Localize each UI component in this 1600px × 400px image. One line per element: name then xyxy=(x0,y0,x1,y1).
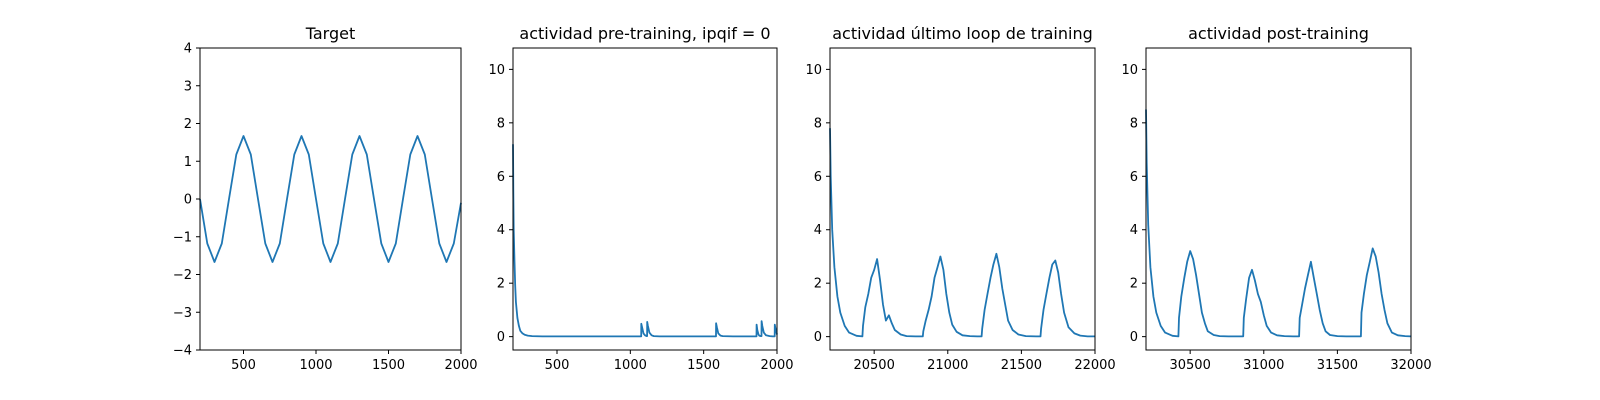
y-tick-label: 2 xyxy=(184,117,192,132)
x-tick-label: 1000 xyxy=(299,358,332,373)
x-tick-label: 2000 xyxy=(760,358,793,373)
axes-frame xyxy=(199,47,462,351)
y-tick-label: 6 xyxy=(1130,170,1138,185)
y-tick-label: 6 xyxy=(814,170,822,185)
x-tick-label: 500 xyxy=(231,358,256,373)
x-tick-label: 31500 xyxy=(1317,358,1358,373)
x-tick-label: 2000 xyxy=(444,358,477,373)
chart-title: actividad post-training xyxy=(1188,24,1369,43)
x-tick-label: 1500 xyxy=(687,358,720,373)
x-tick-label: 20500 xyxy=(853,358,894,373)
axes-frame xyxy=(829,47,1096,351)
chart-title: actividad pre-training, ipqif = 0 xyxy=(519,24,770,43)
y-tick-label: −1 xyxy=(173,230,192,245)
series-line xyxy=(512,144,778,338)
axes-frame xyxy=(1145,47,1412,351)
y-tick-label: 10 xyxy=(488,63,505,78)
y-tick-label: 8 xyxy=(1130,116,1138,131)
chart-title: Target xyxy=(305,24,356,43)
y-tick-label: 2 xyxy=(814,277,822,292)
y-tick-label: 10 xyxy=(805,63,822,78)
y-tick-label: 1 xyxy=(184,155,192,170)
y-tick-label: 0 xyxy=(1130,330,1138,345)
y-tick-label: 0 xyxy=(814,330,822,345)
y-tick-label: 8 xyxy=(497,116,505,131)
series-line xyxy=(199,135,462,263)
y-tick-label: 4 xyxy=(1130,223,1138,238)
x-tick-label: 21000 xyxy=(927,358,968,373)
y-tick-label: −4 xyxy=(173,344,192,359)
x-tick-label: 21500 xyxy=(1001,358,1042,373)
subplot-target: Target 500 1000 1500 2000 −4 −3 −2 −1 0 1 2 3 4 xyxy=(173,24,478,373)
y-tick-label: 4 xyxy=(814,223,822,238)
x-tick-label: 31000 xyxy=(1243,358,1284,373)
y-tick-label: −2 xyxy=(173,268,192,283)
y-tick-label: 6 xyxy=(497,170,505,185)
y-tick-label: 10 xyxy=(1121,63,1138,78)
x-tick-label: 1500 xyxy=(372,358,405,373)
chart-title: actividad último loop de training xyxy=(832,24,1093,43)
x-tick-label: 500 xyxy=(545,358,570,373)
y-tick-label: 2 xyxy=(1130,277,1138,292)
subplot-pre-training: actividad pre-training, ipqif = 0 500 1000… xyxy=(488,24,793,373)
series-line xyxy=(829,128,1095,338)
y-tick-label: 3 xyxy=(184,79,192,94)
y-tick-label: −3 xyxy=(173,306,192,321)
y-tick-label: 4 xyxy=(184,42,192,57)
y-tick-label: 0 xyxy=(497,330,505,345)
x-tick-label: 30500 xyxy=(1169,358,1210,373)
y-tick-label: 8 xyxy=(814,116,822,131)
subplot-post-training: actividad post-training 30500 31000 31500 32… xyxy=(1121,24,1431,373)
x-tick-label: 32000 xyxy=(1390,358,1431,373)
x-tick-label: 22000 xyxy=(1074,358,1115,373)
y-tick-label: 2 xyxy=(497,277,505,292)
axes-frame xyxy=(512,47,778,351)
x-tick-label: 1000 xyxy=(614,358,647,373)
series-line xyxy=(1145,109,1412,338)
y-tick-label: 0 xyxy=(184,193,192,208)
y-tick-label: 4 xyxy=(497,223,505,238)
